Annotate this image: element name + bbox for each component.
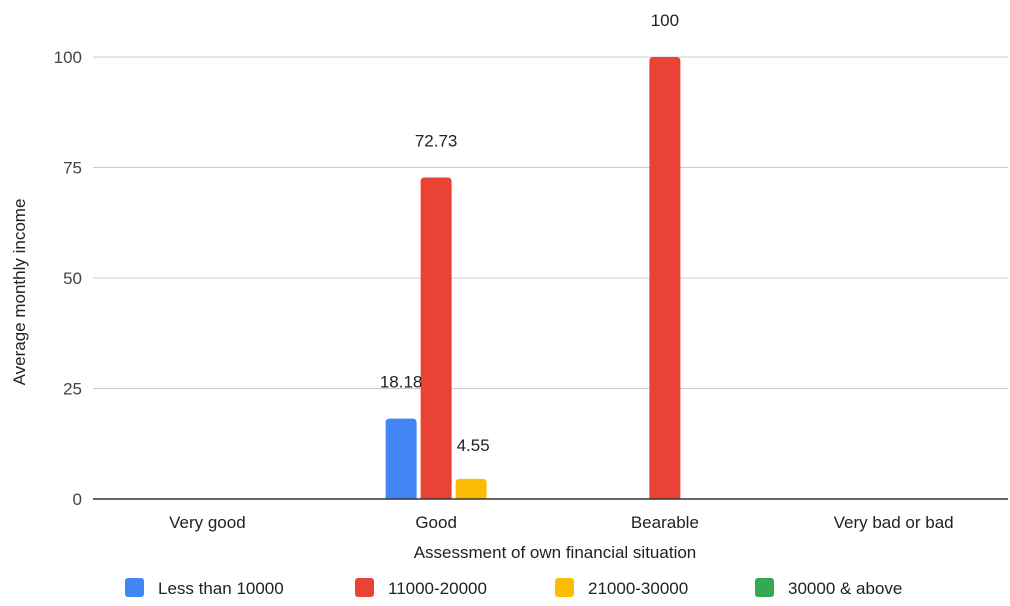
y-tick-label: 75 (63, 159, 82, 178)
gridlines (93, 56, 1008, 389)
bars (385, 57, 681, 500)
legend: Less than 10000 11000-20000 21000-30000 300… (125, 578, 902, 598)
legend-swatch (125, 578, 144, 597)
legend-label: 21000-30000 (588, 579, 688, 598)
y-tick-label: 0 (73, 490, 82, 509)
y-tick-labels: 0 25 50 75 100 (54, 48, 82, 509)
x-axis-title: Assessment of own financial situation (414, 543, 697, 562)
y-tick-label: 50 (63, 269, 82, 288)
bar (649, 57, 681, 499)
y-axis-title: Average monthly income (10, 199, 29, 386)
bar (420, 177, 452, 500)
legend-item: Less than 10000 (125, 578, 284, 598)
y-tick-label: 25 (63, 380, 82, 399)
y-tick-label: 100 (54, 48, 82, 67)
data-label: 100 (651, 11, 679, 30)
legend-swatch (355, 578, 374, 597)
legend-label: Less than 10000 (158, 579, 284, 598)
data-label: 72.73 (415, 132, 458, 151)
legend-label: 30000 & above (788, 579, 902, 598)
x-category-labels: Very good Good Bearable Very bad or bad (169, 513, 954, 532)
x-category-label: Very bad or bad (834, 513, 954, 532)
legend-item: 30000 & above (755, 578, 902, 598)
bar (455, 478, 487, 499)
x-category-label: Very good (169, 513, 246, 532)
bar (385, 418, 417, 499)
data-labels: 18.18 72.73 4.55 100 (380, 11, 679, 455)
data-label: 4.55 (457, 436, 490, 455)
x-category-label: Good (415, 513, 457, 532)
legend-label: 11000-20000 (388, 579, 487, 598)
legend-swatch (755, 578, 774, 597)
x-category-label: Bearable (631, 513, 699, 532)
data-label: 18.18 (380, 373, 423, 392)
legend-item: 11000-20000 (355, 578, 487, 598)
legend-item: 21000-30000 (555, 578, 688, 598)
legend-swatch (555, 578, 574, 597)
